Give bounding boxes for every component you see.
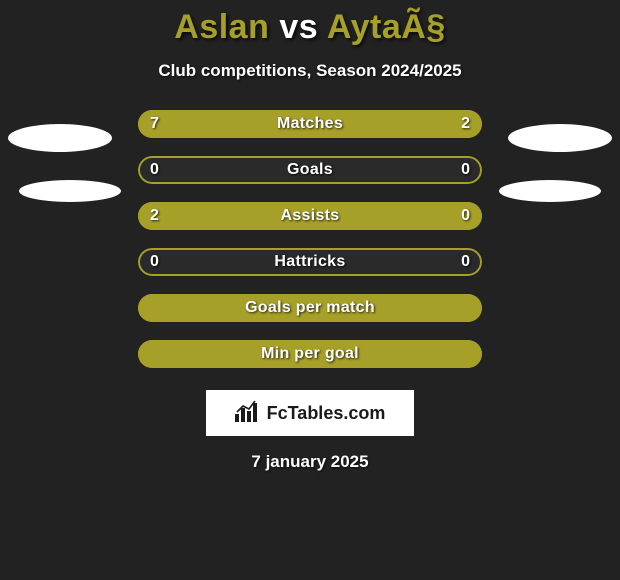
stat-bar: Hattricks0 0: [138, 248, 482, 276]
branding-badge: FcTables.com: [206, 390, 414, 436]
stat-value-left: 0: [150, 248, 159, 276]
player2-team-placeholder: [499, 180, 601, 202]
comparison-title: Aslan vs AytaÃ§: [0, 0, 620, 47]
stat-bar: Matches7 2: [138, 110, 482, 138]
stat-bars: Matches72Goals00Assists20Hattricks00Goal…: [138, 110, 482, 386]
stat-bar-label: Min per goal: [138, 340, 482, 368]
player1-avatar-placeholder: [8, 124, 112, 152]
stat-bar-label: Assists: [138, 202, 482, 230]
player1-name: Aslan: [174, 8, 269, 46]
date-label: 7 january 2025: [0, 452, 620, 472]
stat-bar-label: Matches: [138, 110, 482, 138]
stat-value-left: 2: [150, 202, 159, 230]
stat-value-left: 0: [150, 156, 159, 184]
stat-value-left: 7: [150, 110, 159, 138]
player1-team-placeholder: [19, 180, 121, 202]
stat-bar-label: Hattricks: [138, 248, 482, 276]
stat-bar: Assists2 0: [138, 202, 482, 230]
stat-bar: Goals0 0: [138, 156, 482, 184]
stat-value-right: 0: [461, 248, 470, 276]
vs-label: vs: [279, 8, 318, 46]
bars-icon: [235, 400, 261, 427]
stat-bar: Min per goal: [138, 340, 482, 368]
branding-text: FcTables.com: [267, 403, 386, 424]
player2-name: AytaÃ§: [327, 8, 446, 46]
stat-bar-label: Goals: [138, 156, 482, 184]
subtitle: Club competitions, Season 2024/2025: [0, 61, 620, 81]
player2-avatar-placeholder: [508, 124, 612, 152]
stat-value-right: 2: [461, 110, 470, 138]
stat-value-right: 0: [461, 202, 470, 230]
stat-bar: Goals per match: [138, 294, 482, 322]
stat-bar-label: Goals per match: [138, 294, 482, 322]
stat-value-right: 0: [461, 156, 470, 184]
